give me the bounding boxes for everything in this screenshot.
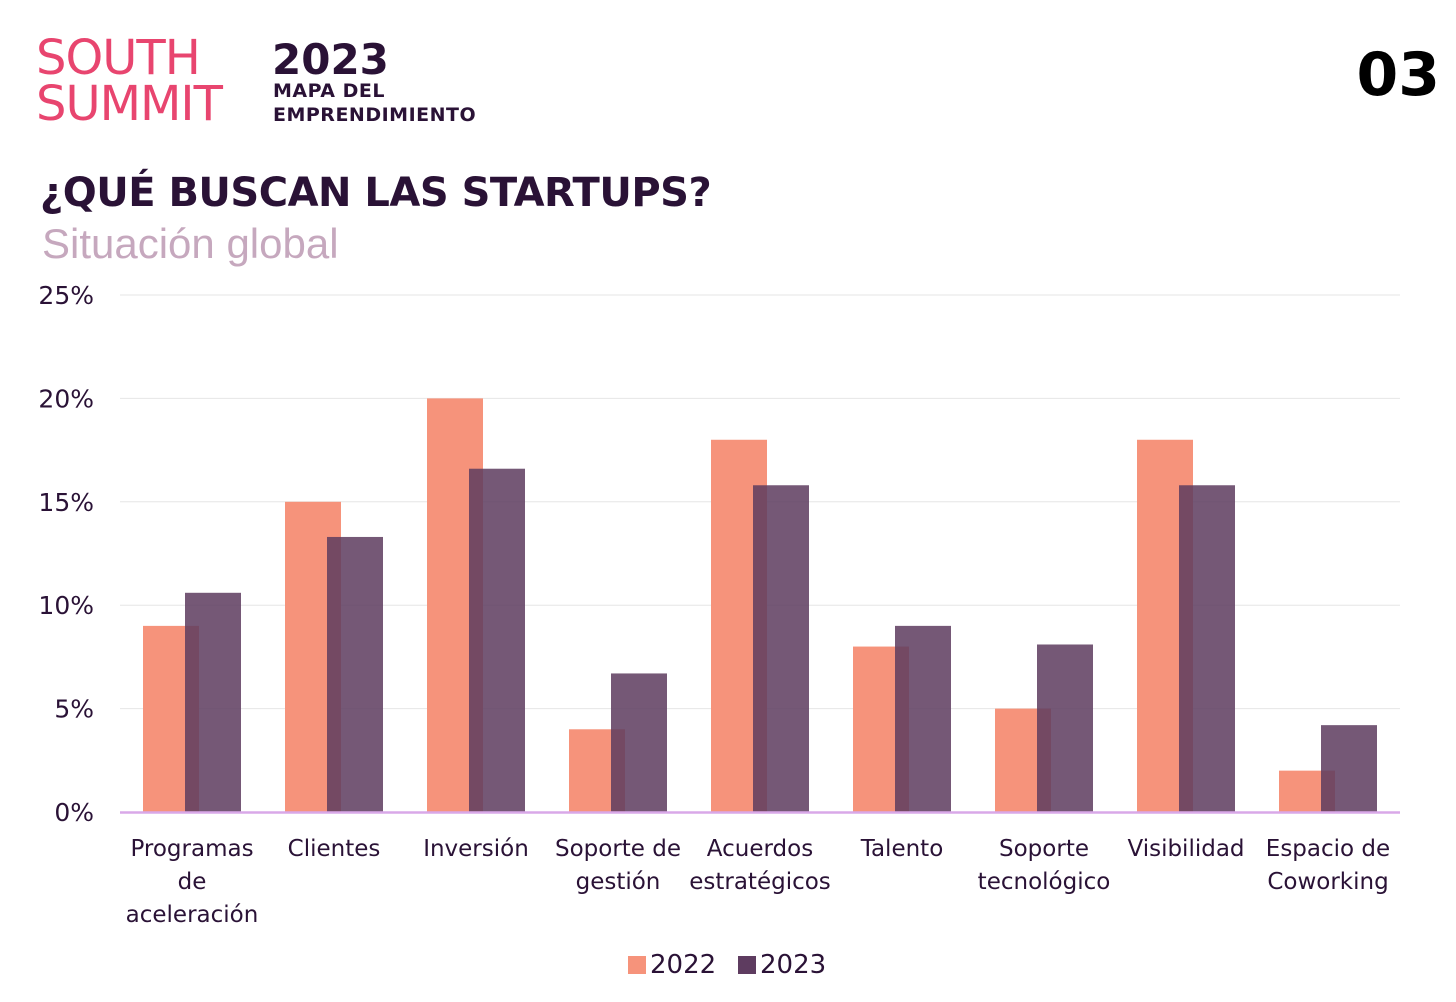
legend-swatch — [628, 956, 646, 974]
x-axis-labels: Programas de aceleración Clientes Inversión S… — [126, 836, 1391, 928]
y-tick-label: 0% — [54, 798, 94, 827]
logo-year: 2023 — [272, 35, 389, 84]
bar-2023 — [895, 625, 951, 812]
y-tick-label: 10% — [38, 591, 94, 620]
bars — [143, 398, 1377, 812]
logo-south: SOUTH — [36, 30, 201, 86]
category-label: Clientes — [288, 836, 381, 862]
category-label: Programas de aceleración — [126, 836, 259, 928]
y-tick-label: 15% — [38, 488, 94, 517]
category-label: Espacio de Coworking — [1266, 836, 1390, 895]
y-tick-label: 5% — [54, 695, 94, 724]
bar-2023 — [1321, 725, 1377, 812]
y-tick-label: 25% — [38, 281, 94, 310]
category-label: Soporte de gestión — [555, 836, 681, 895]
bar-2023 — [1037, 644, 1093, 812]
category-label: Acuerdos estratégicos — [689, 836, 831, 895]
legend-swatch — [738, 956, 756, 974]
bar-chart: 0% 5% 10% 15% 20% 25% Programas de aceleración C… — [38, 281, 1400, 980]
chart-subtitle: Situación global — [42, 220, 339, 267]
legend-label: 2022 — [650, 950, 716, 980]
legend: 2022 2023 — [628, 950, 826, 980]
y-tick-label: 20% — [38, 384, 94, 413]
category-label: Inversión — [423, 836, 529, 862]
category-label: Soporte tecnológico — [978, 836, 1111, 895]
legend-label: 2023 — [760, 950, 826, 980]
bar-2023 — [1179, 485, 1235, 812]
page-number: 03 — [1356, 40, 1441, 110]
category-label: Talento — [860, 836, 944, 862]
bar-2023 — [611, 673, 667, 812]
logo-summit: SUMMIT — [36, 76, 223, 132]
chart-title: ¿QUÉ BUSCAN LAS STARTUPS? — [40, 170, 712, 216]
bar-2023 — [753, 485, 809, 812]
bar-2023 — [469, 468, 525, 812]
logo-subtitle-line2: EMPRENDIMIENTO — [273, 104, 477, 126]
logo-subtitle-line1: MAPA DEL — [273, 80, 385, 102]
y-axis-ticks: 0% 5% 10% 15% 20% 25% — [38, 281, 94, 827]
bar-2023 — [185, 592, 241, 812]
category-label: Visibilidad — [1127, 836, 1244, 862]
bar-2023 — [327, 536, 383, 812]
